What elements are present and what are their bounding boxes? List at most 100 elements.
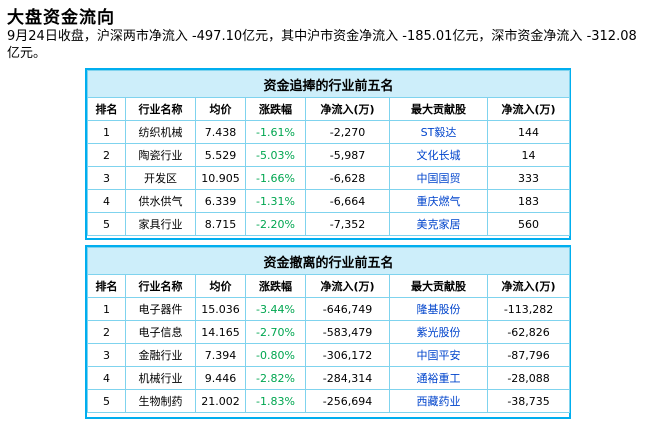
price-cell: 5.529	[195, 143, 246, 167]
table-row: 3 开发区 10.905 -1.66% -6,628 中国国贸 333	[87, 166, 571, 190]
col-header-rank: 排名	[87, 274, 126, 298]
col-header-change: 涨跌幅	[245, 274, 306, 298]
industry-cell: 供水供气	[125, 189, 196, 213]
rank-cell: 5	[87, 389, 126, 413]
rank-cell: 1	[87, 297, 126, 321]
price-cell: 6.339	[195, 189, 246, 213]
stock-inflow-cell: -28,088	[486, 366, 571, 390]
change-cell: -1.66%	[245, 166, 306, 190]
top-stock-link[interactable]: ST毅达	[389, 120, 488, 144]
inflow-cell: -646,749	[305, 297, 390, 321]
table-row: 2 陶瓷行业 5.529 -5.03% -5,987 文化长城 14	[87, 143, 571, 167]
page-title: 大盘资金流向	[7, 8, 115, 28]
top-stock-link[interactable]: 紫光股份	[389, 320, 488, 344]
top-stock-link[interactable]: 西藏药业	[389, 389, 488, 413]
stock-inflow-cell: 183	[486, 189, 571, 213]
top-stock-link[interactable]: 中国平安	[389, 343, 488, 367]
inflow-cell: -5,987	[305, 143, 390, 167]
stock-inflow-cell: 560	[486, 212, 571, 236]
stock-inflow-cell: -62,826	[486, 320, 571, 344]
industry-cell: 电子信息	[125, 320, 196, 344]
industry-cell: 陶瓷行业	[125, 143, 196, 167]
change-cell: -0.80%	[245, 343, 306, 367]
change-cell: -2.20%	[245, 212, 306, 236]
stock-inflow-cell: 144	[486, 120, 571, 144]
change-cell: -2.70%	[245, 320, 306, 344]
top-stock-link[interactable]: 重庆燃气	[389, 189, 488, 213]
price-cell: 21.002	[195, 389, 246, 413]
col-header-change: 涨跌幅	[245, 97, 306, 121]
top-stock-link[interactable]: 中国国贸	[389, 166, 488, 190]
outflow-table-caption: 资金撤离的行业前五名	[86, 247, 571, 275]
col-header-stock-inflow: 净流入(万)	[486, 274, 571, 298]
industry-cell: 开发区	[125, 166, 196, 190]
price-cell: 9.446	[195, 366, 246, 390]
rank-cell: 1	[87, 120, 126, 144]
inflow-table: 资金追捧的行业前五名 排名 行业名称 均价 涨跌幅 净流入(万) 最大贡献股 净…	[86, 70, 571, 236]
top-stock-link[interactable]: 通裕重工	[389, 366, 488, 390]
rank-cell: 2	[87, 320, 126, 344]
stock-inflow-cell: 14	[486, 143, 571, 167]
price-cell: 7.394	[195, 343, 246, 367]
col-header-inflow: 净流入(万)	[305, 274, 390, 298]
price-cell: 8.715	[195, 212, 246, 236]
change-cell: -3.44%	[245, 297, 306, 321]
industry-cell: 电子器件	[125, 297, 196, 321]
outflow-table: 资金撤离的行业前五名 排名 行业名称 均价 涨跌幅 净流入(万) 最大贡献股 净…	[86, 247, 571, 413]
rank-cell: 5	[87, 212, 126, 236]
rank-cell: 4	[87, 189, 126, 213]
industry-cell: 生物制药	[125, 389, 196, 413]
table-row: 3 金融行业 7.394 -0.80% -306,172 中国平安 -87,79…	[87, 343, 571, 367]
inflow-cell: -6,664	[305, 189, 390, 213]
table-row: 1 电子器件 15.036 -3.44% -646,749 隆基股份 -113,…	[87, 297, 571, 321]
col-header-top-stock: 最大贡献股	[389, 274, 488, 298]
stock-inflow-cell: 333	[486, 166, 571, 190]
inflow-cell: -256,694	[305, 389, 390, 413]
inflow-cell: -7,352	[305, 212, 390, 236]
col-header-rank: 排名	[87, 97, 126, 121]
inflow-cell: -2,270	[305, 120, 390, 144]
industry-cell: 家具行业	[125, 212, 196, 236]
stock-inflow-cell: -87,796	[486, 343, 571, 367]
col-header-price: 均价	[195, 97, 246, 121]
table-row: 1 纺织机械 7.438 -1.61% -2,270 ST毅达 144	[87, 120, 571, 144]
change-cell: -1.83%	[245, 389, 306, 413]
top-stock-link[interactable]: 美克家居	[389, 212, 488, 236]
col-header-industry: 行业名称	[125, 274, 196, 298]
inflow-cell: -6,628	[305, 166, 390, 190]
change-cell: -5.03%	[245, 143, 306, 167]
inflow-cell: -284,314	[305, 366, 390, 390]
table-row: 5 家具行业 8.715 -2.20% -7,352 美克家居 560	[87, 212, 571, 236]
rank-cell: 3	[87, 166, 126, 190]
market-summary: 9月24日收盘，沪深两市净流入 -497.10亿元，其中沪市资金净流入 -185…	[7, 29, 637, 61]
col-header-industry: 行业名称	[125, 97, 196, 121]
outflow-table-container: 资金撤离的行业前五名 排名 行业名称 均价 涨跌幅 净流入(万) 最大贡献股 净…	[85, 245, 571, 419]
stock-inflow-cell: -113,282	[486, 297, 571, 321]
industry-cell: 机械行业	[125, 366, 196, 390]
col-header-inflow: 净流入(万)	[305, 97, 390, 121]
table-row: 2 电子信息 14.165 -2.70% -583,479 紫光股份 -62,8…	[87, 320, 571, 344]
industry-cell: 纺织机械	[125, 120, 196, 144]
col-header-top-stock: 最大贡献股	[389, 97, 488, 121]
price-cell: 10.905	[195, 166, 246, 190]
top-stock-link[interactable]: 文化长城	[389, 143, 488, 167]
table-row: 4 机械行业 9.446 -2.82% -284,314 通裕重工 -28,08…	[87, 366, 571, 390]
col-header-price: 均价	[195, 274, 246, 298]
price-cell: 15.036	[195, 297, 246, 321]
industry-cell: 金融行业	[125, 343, 196, 367]
top-stock-link[interactable]: 隆基股份	[389, 297, 488, 321]
rank-cell: 4	[87, 366, 126, 390]
rank-cell: 3	[87, 343, 126, 367]
price-cell: 14.165	[195, 320, 246, 344]
inflow-table-caption: 资金追捧的行业前五名	[86, 70, 571, 98]
rank-cell: 2	[87, 143, 126, 167]
table-row: 4 供水供气 6.339 -1.31% -6,664 重庆燃气 183	[87, 189, 571, 213]
inflow-cell: -306,172	[305, 343, 390, 367]
price-cell: 7.438	[195, 120, 246, 144]
stock-inflow-cell: -38,735	[486, 389, 571, 413]
change-cell: -2.82%	[245, 366, 306, 390]
col-header-stock-inflow: 净流入(万)	[486, 97, 571, 121]
change-cell: -1.31%	[245, 189, 306, 213]
inflow-table-container: 资金追捧的行业前五名 排名 行业名称 均价 涨跌幅 净流入(万) 最大贡献股 净…	[85, 68, 571, 240]
inflow-cell: -583,479	[305, 320, 390, 344]
